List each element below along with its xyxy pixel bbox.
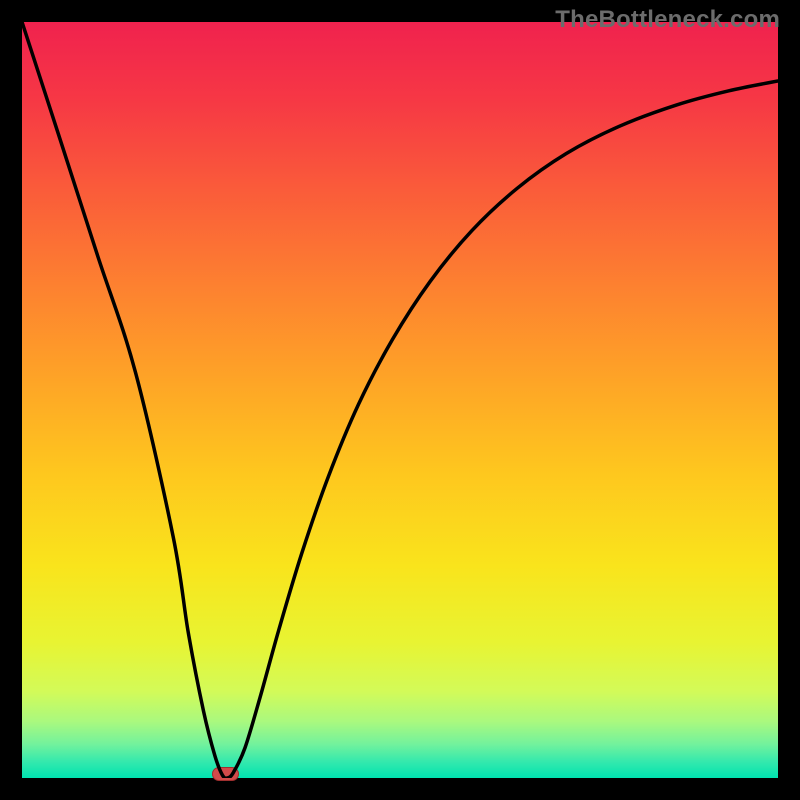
plot-area [22,22,778,778]
brand-watermark: TheBottleneck.com [555,6,780,34]
bottleneck-curve-line [22,22,778,778]
chart-root: TheBottleneck.com [0,0,800,800]
